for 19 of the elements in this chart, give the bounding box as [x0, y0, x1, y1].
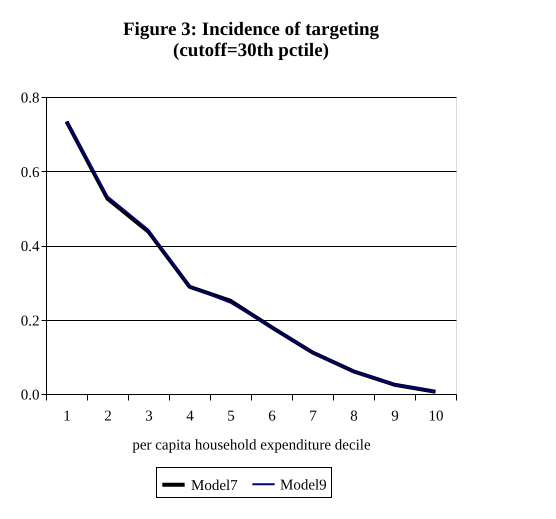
legend-label: Model7 [191, 478, 238, 494]
x-tick-label: 9 [391, 408, 399, 424]
y-tick-label: 0.4 [20, 239, 40, 255]
y-tick-label: 0.2 [20, 313, 40, 330]
x-tick-label: 6 [268, 408, 276, 424]
y-tick-label: 0.6 [20, 164, 40, 181]
x-tick-label: 10 [428, 408, 444, 424]
x-tick-label: 1 [63, 408, 71, 424]
y-tick-label: 0.0 [20, 388, 40, 404]
legend-label: Model9 [280, 477, 327, 494]
x-tick-label: 8 [350, 408, 358, 424]
x-tick-label: 5 [227, 408, 235, 424]
x-tick-label: 4 [186, 408, 194, 424]
chart-title: Figure 3: Incidence of targeting (cutoff=30th pctile) [122, 19, 380, 61]
x-axis-title: per capita household expenditure decile [132, 438, 371, 454]
x-tick-label: 7 [309, 408, 318, 424]
x-tick-label: 2 [104, 408, 112, 424]
x-tick-label: 3 [145, 408, 153, 424]
y-tick-label: 0.8 [20, 90, 40, 106]
